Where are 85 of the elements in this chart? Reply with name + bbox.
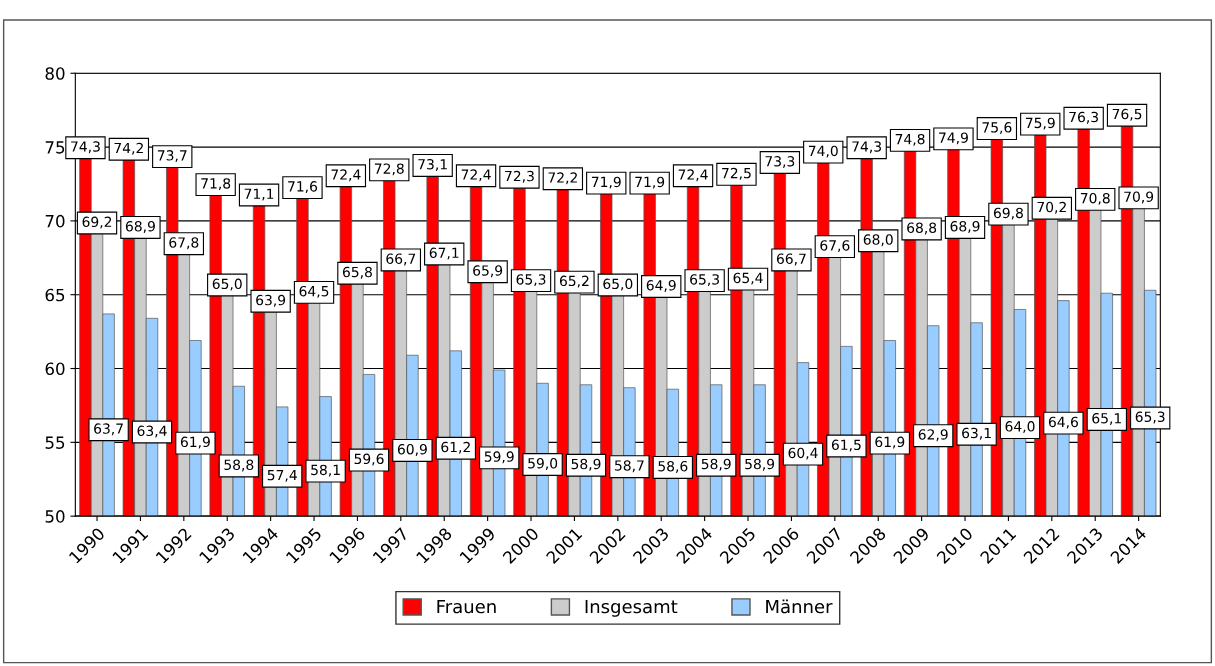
data-label: 63,1 <box>962 427 991 440</box>
data-label: 62,9 <box>918 429 948 442</box>
data-label: 65,0 <box>603 278 633 291</box>
data-label: 74,9 <box>939 132 968 145</box>
data-label: 58,9 <box>701 458 731 471</box>
data-label: 75,6 <box>982 122 1012 134</box>
data-label: 70,2 <box>1037 201 1066 214</box>
y-tick-label: 60 <box>45 362 65 376</box>
data-label: 61,9 <box>875 436 905 449</box>
data-label: 59,9 <box>484 451 514 464</box>
data-label: 65,3 <box>690 274 719 287</box>
y-tick-label: 75 <box>45 141 65 154</box>
data-label: 63,9 <box>256 294 286 307</box>
data-label: 61,5 <box>831 439 861 452</box>
data-label: 74,3 <box>852 141 881 154</box>
data-label: 72,4 <box>678 169 708 182</box>
data-label: 65,2 <box>559 275 589 288</box>
data-label: 70,9 <box>1124 191 1154 204</box>
y-tick-label: 65 <box>45 288 65 302</box>
data-label: 73,1 <box>418 158 447 171</box>
data-label: 72,5 <box>722 167 751 180</box>
data-label: 65,3 <box>1135 411 1165 424</box>
data-label: 63,7 <box>94 423 123 436</box>
data-label: 58,9 <box>571 458 601 471</box>
data-label: 72,3 <box>505 170 534 183</box>
data-label: 60,4 <box>788 447 818 460</box>
data-label: 61,9 <box>180 436 210 449</box>
data-label: 69,2 <box>82 216 112 229</box>
data-label: 75,9 <box>1025 117 1055 130</box>
data-label: 64,5 <box>299 285 329 298</box>
data-label: 67,8 <box>169 237 199 250</box>
data-label: 68,9 <box>125 220 155 233</box>
data-label: 76,5 <box>1112 108 1142 121</box>
data-label: 68,0 <box>863 234 893 247</box>
legend-label: Frauen <box>437 599 496 614</box>
data-label: 74,0 <box>808 145 838 158</box>
data-label: 76,3 <box>1069 111 1098 124</box>
y-tick-label: 80 <box>45 67 65 80</box>
data-label: 72,2 <box>548 172 577 185</box>
y-tick-label: 70 <box>45 214 65 228</box>
data-label: 73,3 <box>765 156 795 168</box>
data-label: 69,8 <box>993 207 1023 220</box>
data-label: 65,8 <box>342 266 372 279</box>
data-label: 72,8 <box>374 163 404 176</box>
data-label: 74,3 <box>71 141 100 154</box>
data-label: 59,6 <box>354 453 384 466</box>
data-label: 71,1 <box>244 188 274 201</box>
data-label: 58,1 <box>311 464 340 477</box>
data-label: 60,9 <box>397 443 427 456</box>
data-label: 63,4 <box>137 425 167 438</box>
data-label: 72,4 <box>461 169 491 182</box>
data-label: 58,8 <box>224 459 254 472</box>
data-label: 58,7 <box>615 460 644 473</box>
data-label: 64,9 <box>646 280 676 292</box>
legend-label: Männer <box>766 599 833 614</box>
legend-label: Insgesamt <box>585 599 678 617</box>
data-label: 65,0 <box>212 278 242 291</box>
data-label: 57,4 <box>267 470 297 482</box>
data-label: 65,3 <box>516 274 546 287</box>
data-label: 68,8 <box>907 222 937 235</box>
data-label: 71,6 <box>288 181 318 194</box>
data-label: 67,1 <box>429 247 459 260</box>
data-label: 58,6 <box>658 460 688 473</box>
data-label: 64,6 <box>1048 416 1078 429</box>
data-label: 71,9 <box>591 176 621 189</box>
data-label: 65,1 <box>1092 412 1121 425</box>
data-label: 74,2 <box>114 142 143 155</box>
y-tick-label: 55 <box>45 436 65 449</box>
data-label: 61,2 <box>441 441 470 454</box>
data-label: 66,7 <box>386 253 416 266</box>
data-label: 71,8 <box>201 178 231 191</box>
data-label: 68,9 <box>950 220 980 233</box>
data-label: 66,7 <box>776 253 806 266</box>
data-label: 72,4 <box>331 169 361 182</box>
data-label: 58,9 <box>745 458 775 471</box>
data-label: 65,4 <box>733 272 763 285</box>
data-label: 65,9 <box>473 265 503 278</box>
data-label: 74,8 <box>895 133 925 146</box>
data-label: 70,8 <box>1080 192 1110 205</box>
data-label: 71,9 <box>635 176 665 189</box>
data-label: 59,0 <box>528 458 558 470</box>
data-label: 67,6 <box>820 240 850 253</box>
data-label: 64,0 <box>1005 421 1035 434</box>
y-tick-label: 50 <box>45 510 65 523</box>
data-label: 73,7 <box>157 150 187 163</box>
